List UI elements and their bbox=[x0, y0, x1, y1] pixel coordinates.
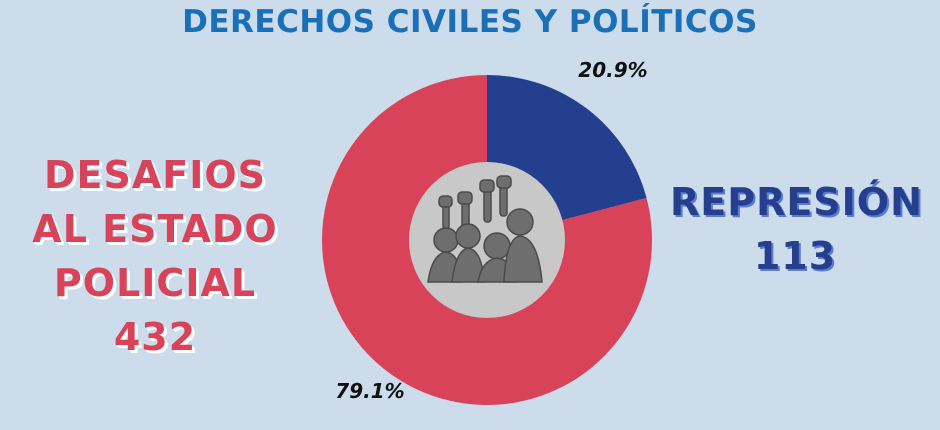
label-represion: REPRESIÓN 113 bbox=[670, 175, 923, 283]
label-desafios-count: 432 bbox=[113, 315, 197, 359]
slice-label-desafios: 79.1% bbox=[335, 379, 404, 403]
chart-title: DERECHOS CIVILES Y POLÍTICOS bbox=[182, 4, 758, 40]
label-represion-line1: REPRESIÓN bbox=[670, 180, 923, 224]
label-represion-count: 113 bbox=[753, 234, 837, 278]
label-desafios-line1: DESAFIOS bbox=[43, 153, 267, 197]
label-desafios: DESAFIOS AL ESTADO POLICIAL 432 bbox=[20, 148, 290, 364]
label-desafios-line2: AL ESTADO bbox=[32, 207, 278, 251]
slice-label-represion: 20.9% bbox=[578, 58, 647, 82]
label-desafios-line3: POLICIAL bbox=[53, 261, 257, 305]
protest-crowd-icon bbox=[427, 175, 543, 283]
